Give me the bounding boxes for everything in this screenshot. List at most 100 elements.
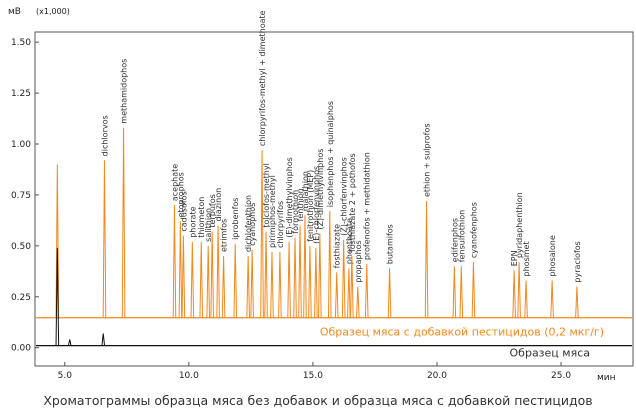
peak-label: iprobenfos [231,198,240,240]
peak-label: fenthion [296,188,305,221]
peak [190,241,195,318]
peak [334,272,339,318]
plot-frame [34,31,634,367]
peak-label: thiometon [197,197,206,238]
peak [471,262,476,318]
peak-label: pirimiphos-methyl [268,175,277,248]
peak [210,231,214,318]
y-tick-label: 0.50 [11,242,31,252]
peak-label: salithion [204,208,213,242]
peak [172,205,177,318]
peak-label: tolclofos-methyl [262,163,271,227]
peak-label: fenitrothion (MEP) [306,170,315,242]
peak-label: pyridaphenthion [515,192,524,258]
peak [101,333,106,346]
y-axis-label: мВ [8,7,21,17]
peak-label: acephate [170,164,179,201]
peak-label: phorate [188,206,197,237]
peak [199,241,204,318]
peak [206,245,210,318]
peak [341,239,346,318]
x-tick-label: 5.0 [58,371,73,381]
peak [459,266,464,318]
peak-label: profenofos + methidathion [363,152,372,260]
peak-label: terbufos [208,194,217,227]
x-tick-label: 20.0 [427,371,447,381]
peak [221,256,226,318]
peak [314,247,318,318]
peak-label: methamidophos [120,59,129,124]
x-axis-label: мин [597,373,616,383]
y-tick-label: 0.25 [11,293,31,303]
x-tick-label: 15.0 [303,371,323,381]
peak-label: chlorpyrifos-methyl + dimethoate [258,10,267,146]
peak [233,243,238,318]
peak [260,150,264,318]
peak [356,286,360,318]
peak-label: pyraclofos [573,241,582,282]
peak [270,251,274,318]
peak-label: formothion [291,190,300,234]
peak-label: butamifos [386,224,395,264]
peak [550,280,554,318]
peak-label: phosmet [522,241,531,276]
peak [293,237,297,318]
peak [55,164,60,318]
peak-label: (Z)-chlorfenvinphos [340,157,349,236]
x-tick-label: 25.0 [551,371,571,381]
peak-label: propaphos [354,240,363,282]
peak [512,270,516,318]
y-tick-label: 1.00 [11,140,31,150]
peak [318,233,322,318]
peak-label: chlorpyrifos [276,201,285,248]
peak [575,286,579,318]
peak [246,256,250,318]
peak-label: cyanophos [248,203,257,246]
caption: Хроматограммы образца мяса без добавок и… [43,393,592,408]
peak [250,249,254,318]
peak-label: (E)-chlorfenvinphos [312,166,321,244]
peak [278,251,282,318]
peak-label: etrimfos [220,219,229,252]
peak-label: EPN [510,250,519,266]
peak [424,201,429,318]
series-label: Образец мяса [510,347,590,360]
peak [264,231,268,318]
peak-label: etoprophos [176,172,185,217]
x-tick-label: 10.0 [179,371,199,381]
peak-label: phosalone [548,235,557,276]
peak-label: phenthoate [345,218,354,264]
peak-label: cadusafos [179,191,188,231]
peak [387,268,392,318]
peak-label: fensulfothion [457,210,466,262]
peak-label: dichlofenthion [244,195,253,252]
peak-label: (Z)-dimethylvinphos [316,149,325,230]
peak [121,127,126,318]
peak [452,266,457,318]
peak [178,221,183,318]
peak-label: (E)-dimethylvinphos [285,157,294,238]
peak [216,225,220,318]
peak [67,339,72,346]
peak-label: dichlorvos [100,115,109,156]
peak [298,225,302,318]
peak-label: malathion [301,171,310,211]
peak [327,211,332,318]
peak-label: edifenphos [450,218,459,262]
peak [524,280,528,318]
y-tick-label: 0.00 [11,344,31,354]
peak-label: isophenphos + quinalphos [326,101,335,207]
peak-label: diazinon [214,188,223,222]
peak [350,256,354,318]
peak [308,245,312,318]
peak [364,264,369,318]
peak [287,241,291,318]
y-tick-label: 0.75 [11,191,31,201]
peak-label: fosthiazate [333,224,342,268]
peak [181,235,186,318]
y-scale-note: (x1,000) [36,7,70,16]
y-tick-label: 1.50 [11,38,31,48]
peak-label: ethion + sulprofos [423,124,432,198]
